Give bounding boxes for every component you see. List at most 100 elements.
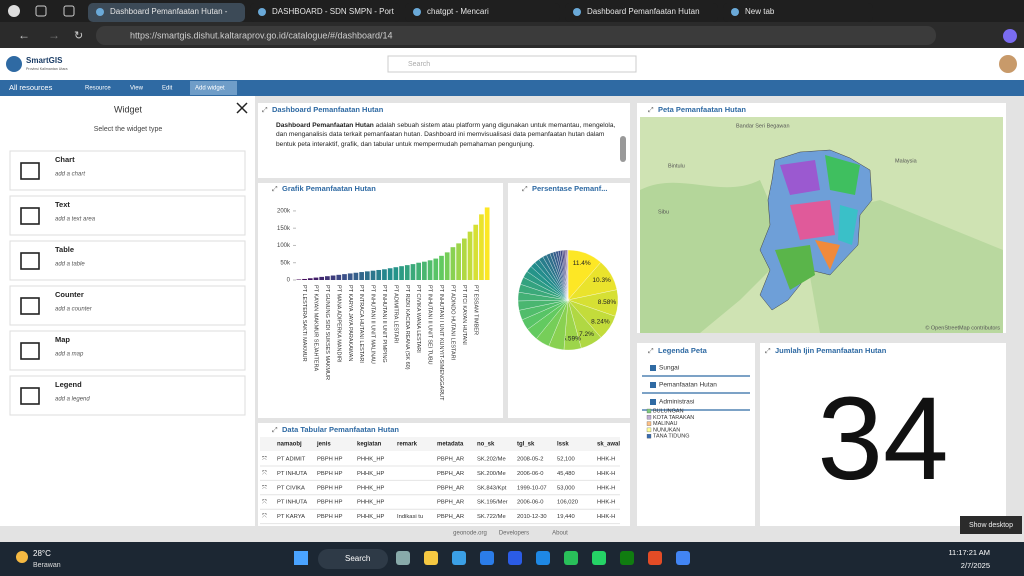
- zoom-icon[interactable]: ⤧: [262, 513, 267, 520]
- body: adalah sebuah sistem atau platform yang …: [276, 122, 616, 148]
- toolbar-home[interactable]: All resources: [9, 83, 53, 92]
- footer-link[interactable]: geonode.org: [453, 531, 487, 537]
- widget-name: Map: [55, 335, 70, 344]
- forward-button[interactable]: →: [48, 28, 60, 42]
- footer-link[interactable]: Developers: [499, 531, 529, 537]
- x-tick-label: PT KAYAN MAKMUR SEJAHTERA: [313, 285, 319, 372]
- taskbar-app[interactable]: [452, 551, 466, 565]
- tab[interactable]: [405, 3, 560, 22]
- taskbar-app[interactable]: [676, 551, 690, 565]
- zoom-icon[interactable]: ⤧: [262, 499, 267, 506]
- widget-card[interactable]: [9, 195, 246, 236]
- concession: [790, 200, 835, 240]
- panel-title: Data Tabular Pemanfaatan Hutan: [282, 425, 399, 434]
- panel-move: ⤢: [522, 186, 528, 193]
- weather: Berawan: [33, 562, 61, 569]
- table-cell: PHHK_HP: [357, 514, 385, 520]
- tooltip: Show desktop: [969, 522, 1013, 529]
- copilot[interactable]: [1003, 29, 1017, 43]
- table-cell: PT KARYA: [277, 514, 305, 520]
- tab-title: New tab: [745, 7, 775, 16]
- toolbar-item[interactable]: Edit: [162, 86, 173, 92]
- taskbar-app[interactable]: [424, 551, 438, 565]
- table-cell: 52,100: [557, 457, 575, 463]
- taskbar-app[interactable]: [396, 551, 410, 565]
- panel-title: Jumlah Ijin Pemanfaatan Hutan: [775, 346, 887, 355]
- x-tick-label: PT ESSAM TIMBER: [472, 285, 478, 335]
- tab[interactable]: [250, 3, 400, 22]
- table-cell: PBPH HP: [317, 457, 343, 463]
- class-name: MALINAU: [653, 421, 677, 427]
- start-button[interactable]: [294, 551, 308, 565]
- taskbar-app[interactable]: [648, 551, 662, 565]
- bar: [353, 272, 359, 280]
- tooltip-box: [960, 516, 1022, 534]
- taskbar-app[interactable]: [620, 551, 634, 565]
- bar: [382, 269, 387, 280]
- class-swatch: [646, 427, 652, 433]
- table-cell: 19,440: [557, 514, 575, 520]
- bar: [325, 276, 330, 280]
- map-attribution: © OpenStreetMap contributors: [925, 324, 1000, 331]
- y-tick-label: 50k: [280, 260, 291, 266]
- reload-button[interactable]: ↻: [74, 30, 83, 42]
- taskbar-app[interactable]: [508, 551, 522, 565]
- taskbar-app[interactable]: [564, 551, 578, 565]
- layer-checkbox[interactable]: [650, 365, 656, 371]
- widget-card[interactable]: [9, 330, 246, 371]
- footer-link[interactable]: About: [552, 531, 568, 537]
- table-cell: PBPH_AR: [437, 500, 464, 506]
- table-cell: HHK-H: [597, 485, 615, 491]
- table-cell: SK.200/Me: [477, 471, 506, 477]
- x-tick-label: PT INHUTANI II UNIT SEI TUBU: [427, 285, 433, 365]
- panel-move: ⤢: [765, 348, 771, 355]
- taskbar-app[interactable]: [592, 551, 606, 565]
- widget-card[interactable]: [9, 150, 246, 191]
- add-widget-button[interactable]: [190, 81, 237, 95]
- toolbar-item[interactable]: View: [130, 86, 144, 92]
- tab[interactable]: [88, 3, 245, 22]
- bar: [433, 258, 439, 280]
- layer-checkbox[interactable]: [650, 399, 656, 405]
- taskbar-search[interactable]: [318, 549, 388, 569]
- column-header: remark: [397, 442, 418, 448]
- class-name: NUNUKAN: [653, 427, 680, 433]
- table-cell: Indikasi tu: [397, 514, 423, 520]
- weather-icon: [16, 551, 28, 563]
- class-swatch: [646, 421, 652, 426]
- profile[interactable]: [8, 5, 20, 17]
- url: https://smartgis.dishut.kaltaraprov.go.i…: [130, 30, 393, 40]
- taskbar-app[interactable]: [536, 551, 550, 565]
- scrollbar[interactable]: [620, 136, 626, 162]
- close-icon[interactable]: [236, 102, 248, 114]
- back-button[interactable]: ←: [18, 28, 30, 42]
- x-tick-label: PT GUNUNG SIDI SUKSES MAKMUR: [324, 285, 330, 380]
- panel-title: Legenda Peta: [658, 346, 708, 355]
- zoom-icon[interactable]: ⤧: [262, 484, 267, 491]
- y-tick-label: 100k: [277, 243, 291, 249]
- logo: [6, 56, 22, 72]
- avatar[interactable]: [999, 55, 1017, 73]
- table-cell: HHK-H: [597, 471, 615, 477]
- search-box[interactable]: [387, 55, 637, 73]
- tab[interactable]: [565, 3, 718, 22]
- table-cell: 2006-06-0: [517, 471, 543, 477]
- tab[interactable]: [723, 3, 873, 22]
- zoom-icon[interactable]: ⤧: [262, 456, 267, 463]
- layer-checkbox[interactable]: [650, 382, 656, 388]
- widget-description: add a map: [55, 352, 84, 358]
- text-panel: [258, 103, 630, 178]
- taskbar-app[interactable]: [480, 551, 494, 565]
- widget-card[interactable]: [9, 240, 246, 281]
- bar: [302, 278, 307, 280]
- toolbar-item[interactable]: Add widget: [195, 86, 225, 92]
- zoom-icon[interactable]: ⤧: [262, 470, 267, 477]
- toolbar-item[interactable]: Resource: [85, 86, 111, 92]
- counter-value: 34: [817, 373, 948, 505]
- table-cell: PT INHUTA: [277, 500, 307, 506]
- column-header: metadata: [437, 442, 464, 448]
- widget-card[interactable]: [9, 375, 246, 416]
- widget-description: add a legend: [55, 397, 90, 403]
- address-bar[interactable]: [96, 26, 936, 45]
- widget-card[interactable]: [9, 285, 246, 326]
